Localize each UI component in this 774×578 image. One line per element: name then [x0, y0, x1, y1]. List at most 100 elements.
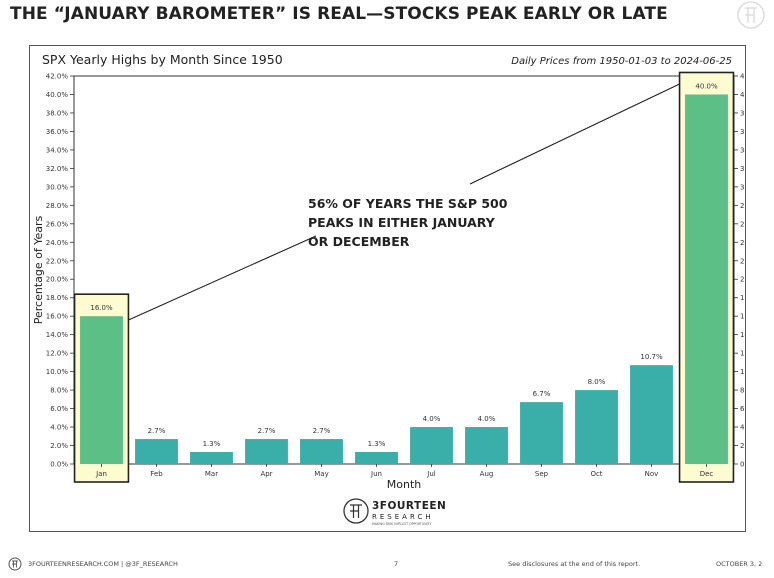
bar-dec	[685, 94, 728, 464]
annotation-text-line: PEAKS IN EITHER JANUARY	[308, 215, 496, 230]
annotation-line-jan	[128, 235, 317, 321]
y-tick-label-right: 24.0%	[740, 239, 745, 247]
data-label-jul: 4.0%	[423, 415, 441, 423]
y-tick-label-left: 24.0%	[46, 239, 69, 247]
annotation-text-line: 56% OF YEARS THE S&P 500	[308, 196, 508, 211]
y-tick-label-right: 38.0%	[740, 109, 745, 117]
y-tick-label-right: 4.0%	[740, 424, 745, 432]
y-tick-label-left: 32.0%	[46, 165, 69, 173]
chart-frame: SPX Yearly Highs by Month Since 1950 Dail…	[29, 45, 746, 532]
bar-chart: SPX Yearly Highs by Month Since 1950 Dail…	[32, 52, 745, 526]
y-tick-label-left: 6.0%	[50, 405, 68, 413]
footer-site-link[interactable]: 3FOURTEENRESEARCH.COM | @3F_RESEARCH	[28, 560, 178, 568]
y-tick-label-left: 14.0%	[46, 331, 69, 339]
y-axis-label: Percentage of Years	[32, 215, 45, 324]
chart-logo-icon	[343, 498, 369, 524]
chart-logo-tagline: MAKING RISK EXPLICIT OPPORTUNITY	[372, 522, 431, 526]
brand-logo-icon	[8, 557, 22, 571]
data-label-dec: 40.0%	[695, 82, 718, 90]
y-tick-label-left: 8.0%	[50, 387, 68, 395]
y-tick-label-left: 4.0%	[50, 424, 68, 432]
x-tick-label-sep: Sep	[535, 470, 549, 478]
data-label-jun: 1.3%	[368, 440, 386, 448]
y-tick-label-left: 40.0%	[46, 91, 69, 99]
x-tick-label-mar: Mar	[205, 470, 218, 478]
y-tick-label-right: 16.0%	[740, 313, 745, 321]
y-tick-label-left: 22.0%	[46, 257, 69, 265]
chart-logo-mark	[350, 504, 362, 518]
y-tick-label-right: 40.0%	[740, 91, 745, 99]
y-tick-label-left: 0.0%	[50, 461, 68, 469]
footer-date: OCTOBER 3, 2	[716, 560, 763, 568]
annotation-text-line: OR DECEMBER	[308, 234, 410, 249]
data-label-feb: 2.7%	[148, 427, 166, 435]
x-tick-label-aug: Aug	[480, 470, 494, 478]
brand-logo-icon	[737, 1, 765, 29]
y-tick-label-right: 12.0%	[740, 350, 745, 358]
data-label-mar: 1.3%	[203, 440, 221, 448]
y-tick-label-left: 26.0%	[46, 220, 69, 228]
y-tick-label-left: 16.0%	[46, 313, 69, 321]
x-tick-label-oct: Oct	[590, 470, 602, 478]
bar-aug	[465, 427, 508, 464]
chart-title: SPX Yearly Highs by Month Since 1950	[42, 52, 283, 67]
chart-logo-sub: RESEARCH	[372, 513, 434, 521]
page-footer: 3FOURTEENRESEARCH.COM | @3F_RESEARCH 7 S…	[0, 551, 774, 578]
x-tick-label-feb: Feb	[150, 470, 163, 478]
bar-nov	[630, 365, 673, 464]
y-tick-label-left: 10.0%	[46, 368, 69, 376]
data-label-apr: 2.7%	[258, 427, 276, 435]
chart-logo-name: 3FOURTEEN	[372, 500, 446, 512]
y-tick-label-left: 34.0%	[46, 146, 69, 154]
y-tick-label-right: 42.0%	[740, 73, 745, 81]
y-tick-label-right: 32.0%	[740, 165, 745, 173]
footer-left: 3FOURTEENRESEARCH.COM | @3F_RESEARCH	[8, 557, 178, 571]
y-tick-label-right: 34.0%	[740, 146, 745, 154]
chart-subtitle: Daily Prices from 1950-01-03 to 2024-06-…	[511, 56, 732, 67]
y-tick-label-left: 36.0%	[46, 128, 69, 136]
y-tick-label-right: 0.0%	[740, 461, 745, 469]
y-tick-label-right: 14.0%	[740, 331, 745, 339]
x-tick-label-apr: Apr	[260, 470, 272, 478]
bar-jul	[410, 427, 453, 464]
y-tick-label-left: 30.0%	[46, 183, 69, 191]
y-tick-label-left: 28.0%	[46, 202, 69, 210]
data-label-nov: 10.7%	[640, 353, 663, 361]
x-axis-label: Month	[387, 478, 422, 491]
y-tick-label-left: 20.0%	[46, 276, 69, 284]
data-label-may: 2.7%	[313, 427, 331, 435]
bar-oct	[575, 390, 618, 464]
x-tick-label-may: May	[314, 470, 328, 478]
x-tick-label-nov: Nov	[645, 470, 659, 478]
y-tick-label-left: 18.0%	[46, 294, 69, 302]
y-tick-label-left: 12.0%	[46, 350, 69, 358]
y-tick-label-right: 30.0%	[740, 183, 745, 191]
data-label-sep: 6.7%	[533, 390, 551, 398]
bar-apr	[245, 439, 288, 464]
bar-sep	[520, 402, 563, 464]
x-tick-label-jul: Jul	[426, 470, 436, 478]
bar-may	[300, 439, 343, 464]
y-tick-label-right: 18.0%	[740, 294, 745, 302]
x-tick-label-dec: Dec	[700, 470, 714, 478]
y-tick-label-right: 2.0%	[740, 442, 745, 450]
x-tick-label-jun: Jun	[370, 470, 382, 478]
annotation-line-dec	[469, 83, 680, 185]
y-tick-label-left: 38.0%	[46, 109, 69, 117]
y-tick-label-right: 8.0%	[740, 387, 745, 395]
y-tick-label-right: 20.0%	[740, 276, 745, 284]
y-tick-label-right: 10.0%	[740, 368, 745, 376]
data-label-oct: 8.0%	[588, 378, 606, 386]
data-label-jan: 16.0%	[90, 304, 113, 312]
y-tick-label-right: 6.0%	[740, 405, 745, 413]
y-tick-label-right: 26.0%	[740, 220, 745, 228]
y-tick-label-left: 2.0%	[50, 442, 68, 450]
page-number: 7	[394, 560, 399, 568]
footer-disclosure: See disclosures at the end of this repor…	[508, 560, 641, 568]
bar-jun	[355, 451, 398, 464]
x-tick-label-jan: Jan	[95, 470, 107, 478]
y-tick-label-right: 22.0%	[740, 257, 745, 265]
data-label-aug: 4.0%	[478, 415, 496, 423]
bar-jan	[80, 316, 123, 464]
y-tick-label-right: 36.0%	[740, 128, 745, 136]
